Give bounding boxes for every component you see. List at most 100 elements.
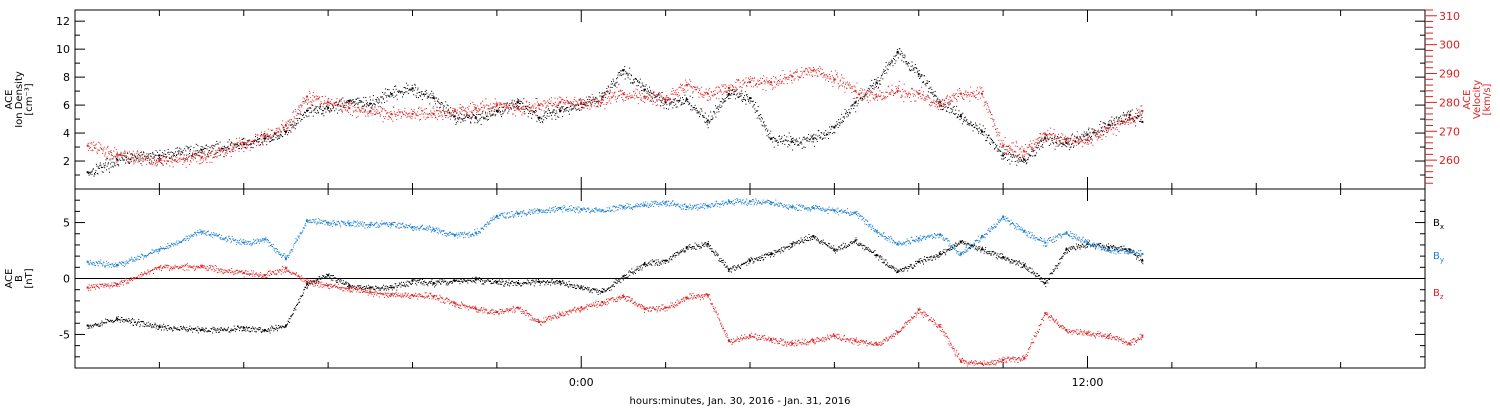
data-dot [256,145,257,147]
data-dot [214,328,216,330]
data-dot [684,100,686,102]
data-dot [1128,118,1130,120]
data-dot [1072,143,1074,145]
data-point [1023,150,1026,153]
data-dot [443,105,445,107]
data-dot [710,91,712,93]
data-dot [756,86,758,88]
data-dot [804,71,806,73]
data-dot [162,154,164,156]
data-dot [836,121,838,123]
data-dot [1023,148,1025,150]
data-dot [898,52,900,54]
data-dot [752,78,754,80]
data-dot [692,92,694,94]
data-point [938,101,941,104]
data-dot [1011,160,1013,162]
data-dot [320,101,322,103]
data-dot [132,150,134,152]
data-dot [745,91,746,93]
data-dot [265,136,267,138]
data-dot [154,157,156,159]
data-dot [155,327,157,329]
data-dot [949,101,951,103]
data-dot [501,103,503,105]
data-dot [536,120,538,122]
data-dot [628,96,630,97]
data-point [306,283,309,286]
data-dot [1138,115,1140,116]
data-dot [1068,137,1070,139]
data-dot [285,326,287,328]
data-dot [363,105,365,107]
data-dot [478,108,480,110]
data-dot [419,91,420,93]
data-dot [259,144,261,146]
data-dot [617,90,619,92]
data-dot [1106,131,1107,133]
data-dot [634,98,636,100]
data-dot [1130,114,1132,116]
data-dot [843,81,844,83]
data-dot [678,99,680,101]
data-dot [441,114,443,116]
data-dot [476,114,478,115]
data-dot [481,112,483,114]
data-dot [1027,159,1029,161]
data-dot [972,95,974,97]
data-dot [510,109,512,110]
data-dot [1038,137,1040,139]
data-dot [476,112,478,113]
data-dot [729,98,731,99]
data-dot [607,90,609,92]
data-point [432,97,435,100]
y-tick-label: 6 [63,99,70,112]
data-dot [990,112,991,114]
data-dot [912,95,914,97]
data-dot [236,328,238,330]
data-dot [278,137,280,139]
data-dot [932,101,934,103]
data-dot [907,96,909,98]
data-dot [433,113,435,115]
data-dot [164,326,166,327]
data-dot [630,97,632,99]
data-dot [660,105,662,107]
data-dot [434,110,436,112]
data-dot [115,157,117,159]
data-dot [269,138,271,140]
data-dot [188,328,190,329]
data-dot [268,330,270,332]
data-dot [725,84,727,86]
data-dot [1099,136,1101,138]
data-dot [883,70,885,72]
data-dot [817,76,819,77]
data-dot [160,158,162,160]
data-dot [911,61,913,63]
data-dot [397,91,399,93]
data-dot [499,102,501,104]
data-dot [129,158,131,160]
data-dot [532,111,534,113]
data-dot [460,107,462,109]
data-dot [479,118,481,120]
data-dot [1005,157,1007,158]
data-dot [1020,148,1022,150]
data-dot [274,328,276,330]
data-dot [168,328,170,330]
data-dot [108,152,109,154]
data-dot [395,115,397,117]
data-dot [816,69,818,71]
data-dot [967,124,969,126]
data-dot [1141,117,1143,118]
data-dot [643,85,645,87]
data-dot [261,139,263,141]
data-dot [253,328,255,330]
data-dot [401,90,403,92]
data-dot [613,85,615,87]
data-dot [902,89,904,90]
data-dot [396,98,398,100]
data-dot [531,106,533,107]
data-dot [832,76,834,78]
data-dot [384,92,386,94]
